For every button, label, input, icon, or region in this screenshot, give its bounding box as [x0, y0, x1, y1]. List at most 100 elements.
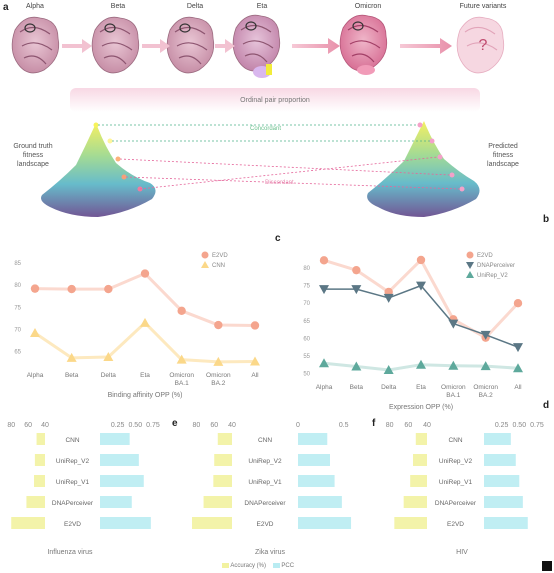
- category-label: CNN: [258, 437, 272, 444]
- legend-label: DNAPerceiver: [477, 263, 515, 269]
- data-point-unirep_v2: [416, 359, 426, 369]
- accuracy-bar: [214, 454, 232, 466]
- y-tick-label: 75: [14, 305, 21, 311]
- data-point-e2vd: [513, 299, 523, 308]
- series-line-e2vd: [34, 272, 256, 327]
- accuracy-bar: [192, 517, 232, 529]
- accuracy-tick-label: 60: [210, 422, 218, 429]
- data-point-e2vd: [416, 255, 426, 265]
- data-point-unirep_v2: [319, 358, 329, 368]
- x-axis-label: Expression OPP (%): [389, 404, 453, 411]
- pcc-bar: [298, 433, 328, 445]
- legend-marker: [466, 262, 474, 269]
- pcc-bar: [100, 496, 132, 508]
- accuracy-tick-label: 40: [423, 422, 431, 429]
- ground-truth-landscape: [41, 123, 156, 217]
- accuracy-tick-label: 80: [193, 422, 201, 429]
- pcc-bar: [484, 433, 511, 445]
- pcc-tick-label: 0: [296, 422, 300, 429]
- data-point-e2vd: [67, 284, 76, 294]
- y-tick-label: 80: [14, 283, 21, 289]
- x-tick-label: All: [514, 384, 522, 391]
- data-point-cnn: [176, 354, 187, 364]
- chart-title: Influenza virus: [47, 549, 93, 556]
- accuracy-bar: [394, 517, 427, 529]
- accuracy-bar: [413, 454, 427, 466]
- category-label: UniRep_V2: [248, 458, 282, 465]
- category-label: DNAPerceiver: [435, 500, 477, 507]
- data-point-dnaperceiver: [416, 281, 426, 291]
- category-label: E2VD: [447, 521, 464, 528]
- accuracy-bar: [217, 433, 232, 445]
- pcc-tick-label: 0.75: [146, 422, 160, 429]
- protein-future: ?: [456, 16, 505, 74]
- data-point-dnaperceiver: [351, 285, 362, 295]
- category-label: E2VD: [64, 521, 81, 528]
- legend-marker: [201, 261, 209, 268]
- accuracy-bar: [403, 496, 427, 508]
- y-tick-label: 85: [14, 261, 21, 267]
- pcc-bar: [298, 454, 330, 466]
- variant-label-beta: Beta: [110, 3, 126, 10]
- pcc-tick-label: 0.50: [512, 422, 526, 429]
- data-point-cnn: [213, 356, 224, 366]
- hiv-bar-chart: 80 60 40 0.25 0.50 0.75 CNN UniRep_V2 UniRep_V1 D…: [386, 422, 544, 556]
- panel-label-c: c: [275, 233, 281, 244]
- influenza-bar-chart: 80 60 40 0.25 0.50 0.75 CNN UniRep_V2 UniRep_V1 D…: [7, 422, 160, 556]
- data-point-cnn: [140, 317, 150, 327]
- accuracy-bar: [36, 433, 45, 445]
- legend-label: E2VD: [212, 253, 228, 259]
- pcc-bar: [100, 517, 151, 529]
- legend-accuracy-swatch: [222, 563, 229, 568]
- predicted-landscape: [367, 121, 480, 217]
- legend-pcc-swatch: [272, 563, 280, 568]
- variant-label-eta: Eta: [256, 3, 268, 10]
- data-point-e2vd: [352, 265, 361, 275]
- pcc-bar: [100, 454, 139, 466]
- pcc-bar: [298, 517, 352, 529]
- x-tick-label: BA.2: [479, 392, 493, 399]
- category-label: DNAPerceiver: [244, 500, 286, 507]
- pcc-tick-label: 0.25: [495, 422, 509, 429]
- y-tick-label: 75: [303, 284, 310, 290]
- accuracy-bar: [213, 475, 232, 487]
- x-tick-label: Alpha: [316, 384, 333, 391]
- y-tick-label: 70: [303, 301, 310, 307]
- y-tick-label: 80: [303, 266, 310, 272]
- legend-label: E2VD: [477, 253, 493, 259]
- opp-bar: [70, 88, 480, 112]
- data-point-unirep_v2: [448, 360, 459, 370]
- discordant-label: Discordant: [265, 180, 294, 186]
- protein-alpha: [11, 16, 60, 74]
- pcc-bar: [298, 475, 335, 487]
- accuracy-tick-label: 80: [7, 422, 15, 429]
- predicted-label: Predicted fitness landscape: [487, 143, 519, 168]
- pcc-tick-label: 0.25: [111, 422, 125, 429]
- data-point-cnn: [103, 352, 114, 362]
- x-tick-label: Eta: [140, 372, 150, 379]
- pcc-bar: [100, 433, 130, 445]
- legend-accuracy: Accuracy (%): [230, 563, 267, 570]
- variant-label-omicron: Omicron: [354, 3, 382, 10]
- x-tick-label: Omicron: [169, 372, 194, 379]
- y-tick-label: 60: [303, 336, 310, 342]
- category-label: UniRep_V1: [248, 479, 282, 486]
- data-point-dnaperceiver: [383, 293, 394, 303]
- accuracy-bar: [34, 475, 45, 487]
- variant-illustrations: ?: [11, 14, 505, 78]
- data-point-dnaperceiver: [480, 330, 491, 340]
- panel-label-d: d: [543, 400, 550, 411]
- data-point-cnn: [30, 328, 40, 338]
- x-tick-label: Delta: [101, 372, 117, 379]
- x-tick-label: Beta: [65, 372, 79, 379]
- pcc-tick-label: 0.75: [530, 422, 544, 429]
- opp-bar-label: Ordinal pair proportion: [240, 97, 310, 104]
- x-tick-label: Delta: [381, 384, 397, 391]
- protein-eta: [232, 14, 281, 78]
- ground-truth-label: Ground truth fitness landscape: [13, 143, 53, 168]
- data-point-e2vd: [104, 284, 113, 294]
- x-tick-label: BA.1: [446, 392, 460, 399]
- data-point-unirep_v2: [513, 363, 523, 373]
- protein-beta: [91, 16, 140, 74]
